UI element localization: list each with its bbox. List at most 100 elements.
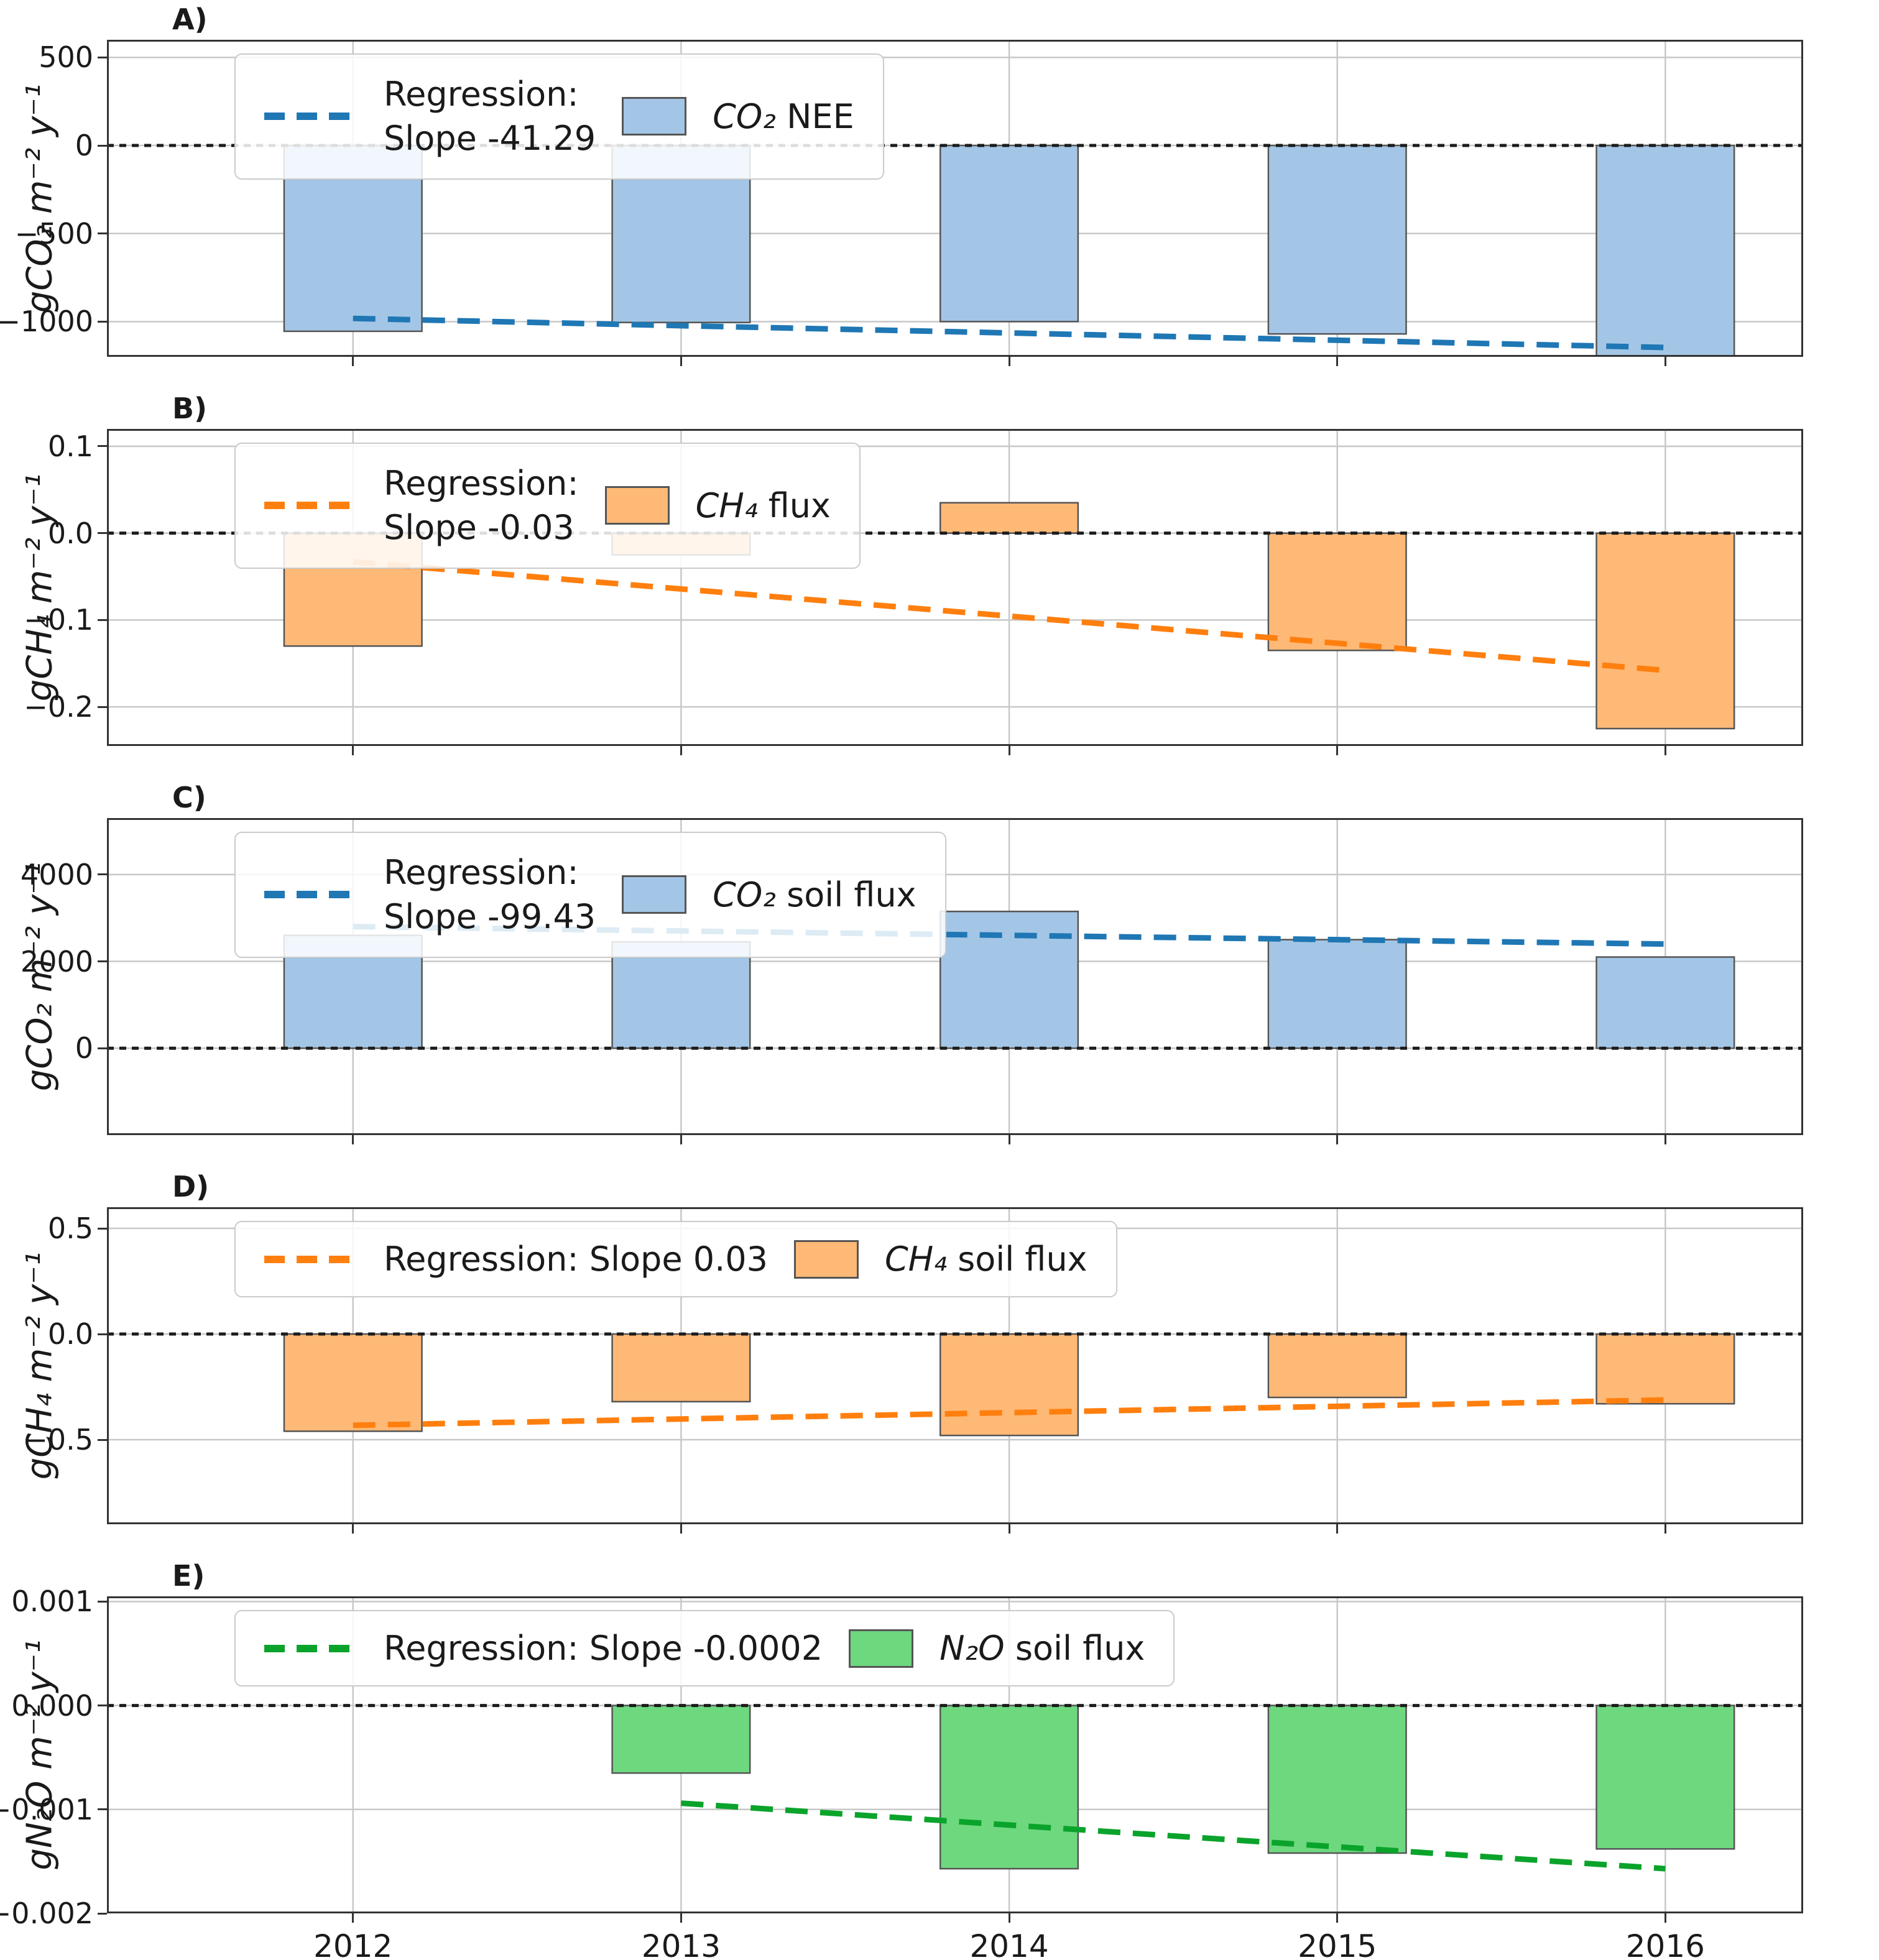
bar-2014 (940, 144, 1079, 323)
series-label: CH₄ soil flux (885, 1240, 1087, 1279)
legend-D: Regression: Slope 0.03 CH₄ soil flux (234, 1221, 1117, 1297)
x-tick-mark (680, 1524, 682, 1534)
bar-2016 (1595, 532, 1735, 730)
plot-area-D (107, 1207, 1803, 1524)
y-tick-label: −1000 (0, 305, 93, 339)
bar-2015 (1267, 144, 1407, 335)
series-label: CO₂ NEE (713, 97, 854, 136)
y-axis-label-E: gN₂O m⁻² y⁻¹ (19, 1639, 60, 1870)
regression-line-B (353, 559, 1666, 673)
y-axis-label-B: gCH₄ m⁻² y⁻¹ (19, 473, 60, 702)
x-tick-mark (1664, 1524, 1666, 1534)
regression-legend-line: Regression: (384, 75, 579, 114)
regression-legend-text: Regression: Slope -99.43 (384, 850, 596, 939)
axes-spines (107, 818, 1803, 1135)
regression-legend-text: Regression: Slope -0.0002 (384, 1629, 823, 1668)
regression-legend-line: Slope -41.29 (384, 119, 596, 159)
x-tick-mark (680, 1135, 682, 1144)
x-tick-mark (1008, 1913, 1010, 1923)
y-tick-mark (98, 1808, 107, 1811)
series-label-formula: CO₂ (713, 96, 776, 136)
bar-2015 (1267, 939, 1407, 1049)
y-tick-mark (98, 873, 107, 876)
series-color-patch (604, 486, 670, 525)
series-color-patch (622, 875, 687, 914)
y-tick-label: −0.2 (24, 690, 93, 724)
series-label-formula: CH₄ (695, 485, 758, 525)
y-tick-label: 0.5 (47, 1212, 93, 1245)
y-tick-label: −0.1 (24, 603, 93, 637)
y-tick-mark (98, 1438, 107, 1441)
x-tick-mark (352, 357, 354, 366)
x-tick-label-2016: 2016 (1625, 1928, 1705, 1960)
x-tick-mark (1008, 1524, 1010, 1534)
series-label-formula: CH₄ (884, 1240, 947, 1279)
regression-legend-text: Regression: Slope -0.03 (384, 461, 579, 550)
y-tick-label: 0.000 (11, 1688, 93, 1723)
legend-C: Regression: Slope -99.43 CO₂ soil flux (234, 832, 946, 958)
bar-2012 (283, 1333, 423, 1432)
regression-legend-line: Slope -0.03 (384, 508, 575, 548)
series-label-formula: N₂O (940, 1629, 1005, 1668)
regression-legend-text: Regression: Slope 0.03 (384, 1240, 768, 1279)
x-tick-mark (352, 1135, 354, 1144)
bar-2013 (611, 1333, 751, 1403)
x-tick-mark (352, 1524, 354, 1534)
bar-2016 (1595, 1333, 1735, 1405)
y-tick-mark (98, 320, 107, 323)
y-tick-mark (98, 445, 107, 448)
y-tick-label: 0 (75, 1031, 93, 1065)
x-tick-label-2015: 2015 (1298, 1928, 1377, 1960)
panel-label-A: A) (172, 2, 208, 36)
bar-2016 (1595, 144, 1735, 357)
regression-dash-sample (264, 1644, 358, 1652)
x-tick-mark (1336, 1524, 1339, 1534)
y-tick-mark (98, 144, 107, 147)
y-tick-label: 0.0 (47, 516, 93, 550)
x-tick-mark (1008, 1135, 1010, 1144)
y-tick-label: −0.001 (0, 1792, 93, 1826)
regression-dash-sample (264, 891, 358, 899)
x-tick-mark (352, 746, 354, 755)
series-label-rest: NEE (775, 96, 854, 136)
x-tick-mark (1664, 746, 1666, 755)
y-tick-label: 4000 (20, 857, 93, 891)
y-tick-label: 0.001 (11, 1585, 93, 1619)
legend-B: Regression: Slope -0.03 CH₄ flux (234, 443, 861, 569)
regression-line-A (353, 315, 1666, 351)
series-label: CO₂ soil flux (713, 875, 916, 914)
regression-line-E (681, 1800, 1666, 1872)
y-tick-mark (98, 1600, 107, 1603)
x-tick-mark (1336, 746, 1339, 755)
bar-2015 (1267, 1705, 1407, 1854)
series-label-rest: soil flux (1004, 1629, 1145, 1668)
y-tick-mark (98, 960, 107, 963)
regression-legend-line: Regression: (384, 464, 579, 503)
regression-legend-line: Slope -99.43 (384, 897, 596, 937)
axes-spines (107, 1207, 1803, 1524)
x-tick-label-2014: 2014 (969, 1928, 1049, 1960)
axes-spines (107, 40, 1803, 357)
y-tick-mark (98, 232, 107, 235)
y-tick-mark (98, 1912, 107, 1915)
x-tick-mark (1336, 1135, 1339, 1144)
bar-2013 (611, 941, 751, 1049)
y-tick-mark (98, 1333, 107, 1335)
regression-dash-sample (264, 113, 358, 121)
regression-dash-sample (264, 502, 358, 510)
series-label-rest: flux (757, 485, 831, 525)
y-tick-label: 0.1 (47, 429, 93, 463)
y-tick-label: 2000 (20, 944, 93, 978)
series-label: CH₄ flux (696, 486, 831, 525)
series-label-rest: soil flux (775, 875, 916, 914)
regression-line-D (353, 1397, 1666, 1429)
legend-A: Regression: Slope -41.29 CO₂ NEE (234, 53, 884, 180)
y-tick-label: 0.0 (47, 1317, 93, 1351)
x-tick-label-2012: 2012 (313, 1928, 393, 1960)
y-tick-mark (98, 1047, 107, 1049)
bar-2014 (940, 1705, 1079, 1870)
x-tick-mark (1664, 1913, 1666, 1923)
bar-2015 (1267, 1333, 1407, 1399)
bar-2014 (940, 1333, 1079, 1437)
